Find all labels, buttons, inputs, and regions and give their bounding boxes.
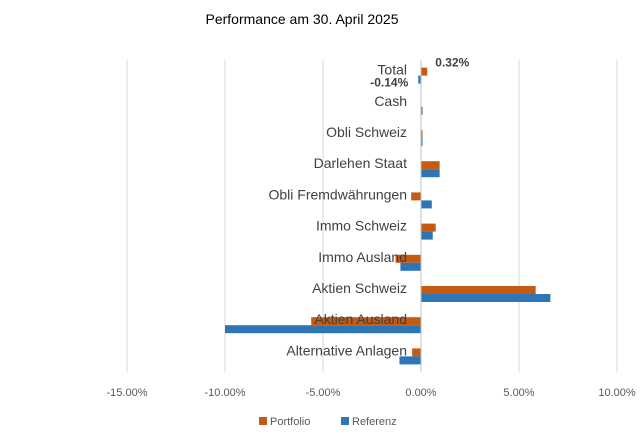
- bar-referenz-immo-schweiz: [421, 231, 433, 240]
- category-label-alternative-anlagen: Alternative Anlagen: [286, 342, 407, 358]
- bar-portfolio-aktien-schweiz: [421, 286, 536, 294]
- bar-portfolio-darlehen-staat: [421, 161, 440, 170]
- legend: Portfolio Referenz: [259, 416, 397, 428]
- bar-referenz-obli-fremdwaehrungen: [421, 200, 432, 209]
- bar-portfolio-immo-schweiz: [421, 223, 436, 232]
- x-tick-label: 0.00%: [405, 387, 436, 399]
- x-tick-labels: -15.00% -10.00% -5.00% 0.00% 5.00% 10.00%: [107, 387, 636, 399]
- bar-referenz-alternative-anlagen: [399, 356, 421, 365]
- bar-portfolio-alternative-anlagen: [412, 348, 421, 357]
- legend-swatch-referenz: [341, 417, 349, 425]
- category-label-aktien-schweiz: Aktien Schweiz: [312, 280, 407, 296]
- bar-referenz-total: [418, 75, 421, 84]
- category-label-darlehen-staat: Darlehen Staat: [314, 155, 408, 171]
- category-label-total: Total: [377, 62, 407, 78]
- bar-portfolio-immo-ausland: [395, 254, 421, 263]
- category-labels: Total Cash Obli Schweiz Darlehen Staat Obli …: [268, 62, 407, 359]
- x-tick-label: -10.00%: [205, 387, 246, 399]
- bar-referenz-aktien-schweiz: [421, 294, 551, 302]
- bar-portfolio-obli-fremdwaehrungen: [411, 192, 421, 201]
- x-tick-label: -15.00%: [107, 387, 148, 399]
- data-label-portfolio-total: 0.32%: [435, 56, 469, 70]
- category-label-obli-fremdwaehrungen: Obli Fremdwährungen: [268, 186, 407, 202]
- x-tick-label: 5.00%: [503, 387, 534, 399]
- bar-referenz-cash: [421, 106, 423, 115]
- legend-label-portfolio: Portfolio: [270, 416, 310, 428]
- bars: [225, 67, 551, 365]
- bar-portfolio-obli-schweiz: [421, 130, 423, 138]
- data-labels: 0.32% -0.14%: [370, 56, 469, 90]
- category-label-cash: Cash: [374, 93, 407, 109]
- data-label-referenz-total: -0.14%: [370, 76, 408, 90]
- bar-referenz-immo-ausland: [400, 262, 421, 271]
- bar-portfolio-total: [421, 67, 428, 76]
- legend-label-referenz: Referenz: [352, 416, 397, 428]
- legend-swatch-portfolio: [259, 417, 267, 425]
- bar-referenz-aktien-ausland: [225, 325, 421, 334]
- category-label-obli-schweiz: Obli Schweiz: [326, 124, 407, 140]
- bar-referenz-darlehen-staat: [421, 169, 440, 178]
- category-label-immo-schweiz: Immo Schweiz: [316, 218, 407, 234]
- x-tick-label: 10.00%: [598, 387, 636, 399]
- x-tick-label: -5.00%: [306, 387, 341, 399]
- chart-title: Performance am 30. April 2025: [206, 11, 399, 27]
- bar-portfolio-aktien-ausland: [311, 317, 421, 326]
- bar-referenz-obli-schweiz: [421, 138, 423, 146]
- category-label-aktien-ausland: Aktien Ausland: [314, 311, 407, 327]
- category-label-immo-ausland: Immo Ausland: [318, 249, 407, 265]
